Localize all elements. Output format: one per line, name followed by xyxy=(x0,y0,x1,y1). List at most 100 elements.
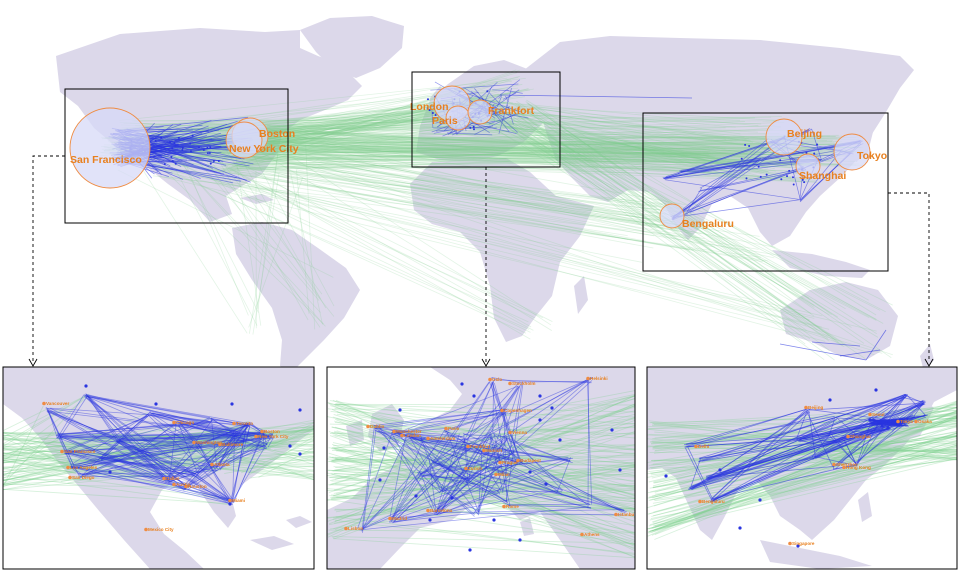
world-node xyxy=(741,158,743,160)
na-city-label: Baltimore xyxy=(222,442,244,447)
world-hub-label: Frankfort xyxy=(488,105,535,117)
world-node xyxy=(813,152,815,154)
asia-city-label: Tokyo xyxy=(900,419,913,424)
eu-city-label: Rome xyxy=(506,504,519,509)
eu-node xyxy=(544,482,547,485)
asia-node xyxy=(758,498,761,501)
na-city-label: Houston xyxy=(188,484,207,489)
eu-node xyxy=(428,518,431,521)
asia-node xyxy=(880,424,883,427)
world-node xyxy=(175,145,177,147)
world-node xyxy=(169,141,171,143)
world-node xyxy=(209,152,211,154)
eu-node xyxy=(492,518,495,521)
asia-node xyxy=(874,388,877,391)
world-node xyxy=(160,137,162,139)
world-node xyxy=(203,149,205,151)
inset-north-america: VancouverSan FranciscoLos AngelesSan Die… xyxy=(3,367,314,569)
world-node xyxy=(182,147,184,149)
world-node xyxy=(198,146,200,148)
eu-city-label: Amsterdam xyxy=(430,436,455,441)
eu-node xyxy=(558,438,561,441)
world-node xyxy=(206,147,208,149)
world-node xyxy=(164,163,166,165)
world-node xyxy=(792,176,794,178)
world-node xyxy=(748,145,750,147)
eu-city-label: Paris xyxy=(448,426,460,431)
na-node xyxy=(298,408,301,411)
asia-node xyxy=(664,474,667,477)
eu-city-label: Milan xyxy=(498,472,510,477)
world-node xyxy=(213,160,215,162)
asia-city-label: Delhi xyxy=(698,444,709,449)
world-node xyxy=(175,163,177,165)
asia-city-label: Bengaluru xyxy=(702,499,725,504)
na-node xyxy=(230,402,233,405)
na-city-label: Miami xyxy=(232,498,245,503)
na-city-label: Toronto xyxy=(236,421,253,426)
eu-node xyxy=(472,394,475,397)
world-node xyxy=(172,160,174,162)
eu-node xyxy=(618,468,621,471)
na-city-label: San Francisco xyxy=(64,449,96,454)
eu-city-label: Stockholm xyxy=(512,381,535,386)
world-node xyxy=(155,140,157,142)
world-node xyxy=(473,128,475,130)
eu-city-label: Budapest xyxy=(520,458,541,463)
inset-europe: OsloStockholmHelsinkiCopenhagenDublinMan… xyxy=(327,367,636,569)
eu-node xyxy=(414,494,417,497)
na-node xyxy=(154,402,157,405)
world-hub-label: Tokyo xyxy=(857,150,887,162)
asia-city-label: Hong Kong xyxy=(846,465,871,470)
eu-node xyxy=(518,538,521,541)
eu-node xyxy=(528,470,531,473)
world-node xyxy=(171,147,173,149)
na-node xyxy=(288,444,291,447)
world-hub-label: Shanghai xyxy=(799,170,846,182)
world-hub-label: San Francisco xyxy=(70,154,142,166)
na-city-label: Atlanta xyxy=(214,462,230,467)
world-node xyxy=(816,143,818,145)
eu-city-label: Zurich xyxy=(468,466,482,471)
world-node xyxy=(210,163,212,165)
na-city-label: Dallas xyxy=(166,476,180,481)
na-city-label: Mexico City xyxy=(148,527,174,532)
world-node xyxy=(788,170,790,172)
eu-node xyxy=(610,428,613,431)
na-city-label: San Diego xyxy=(72,475,95,480)
eu-node xyxy=(538,394,541,397)
eu-node xyxy=(450,496,453,499)
world-map: San FranciscoBostonNew York CityLondonPa… xyxy=(29,16,934,372)
eu-node xyxy=(460,382,463,385)
eu-city-label: Copenhagen xyxy=(504,408,532,413)
inset-asia: BeijingSeoulTokyoOsakaShanghaiShenzhenHo… xyxy=(647,367,957,569)
world-node xyxy=(209,146,211,148)
eu-node xyxy=(382,446,385,449)
asia-node xyxy=(718,468,721,471)
world-node xyxy=(779,159,781,161)
asia-city-label: Seoul xyxy=(872,412,885,417)
na-city-label: New York City xyxy=(258,434,289,439)
leader-line-north-america xyxy=(33,156,65,362)
na-city-label: Los Angeles xyxy=(70,465,98,470)
eu-node xyxy=(378,478,381,481)
asia-node xyxy=(874,422,877,425)
asia-city-label: Shanghai xyxy=(850,434,871,439)
world-node xyxy=(486,90,488,92)
world-node xyxy=(170,156,172,158)
world-node xyxy=(173,142,175,144)
world-node xyxy=(192,134,194,136)
asia-city-label: Singapore xyxy=(792,541,815,546)
world-node xyxy=(766,174,768,176)
asia-node xyxy=(886,426,889,429)
world-node xyxy=(793,184,795,186)
world-node xyxy=(758,166,760,168)
world-hub-label: Paris xyxy=(432,115,458,127)
eu-city-label: Istanbul xyxy=(618,512,636,517)
eu-city-label: Lisbon xyxy=(348,526,363,531)
world-node xyxy=(189,142,191,144)
eu-node xyxy=(398,408,401,411)
eu-city-label: Athens xyxy=(584,532,600,537)
